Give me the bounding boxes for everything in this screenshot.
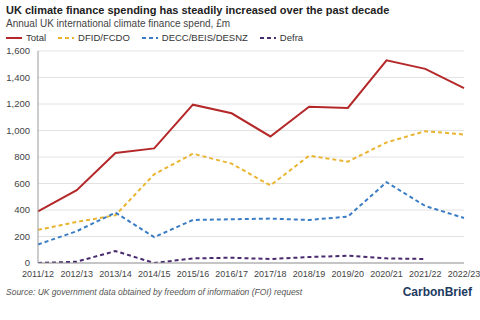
html-text:DFID/FCDO: DFID/FCDO [78,32,130,43]
html-text:UK climate finance spending ha: UK climate finance spending has steadily… [6,4,390,16]
svg-text:2011/12: 2011/12 [22,269,54,279]
svg-text:1,200: 1,200 [8,98,30,109]
svg-text:2017/18: 2017/18 [254,269,287,279]
html-text:Annual UK international climat: Annual UK international climate finance … [6,18,230,29]
html-text:DECC/BEIS/DESNZ: DECC/BEIS/DESNZ [161,32,248,43]
svg-text:200: 200 [14,231,30,242]
svg-text:2022/23: 2022/23 [448,269,472,279]
svg-text:400: 400 [14,204,30,215]
svg-text:2016/17: 2016/17 [215,269,248,279]
svg-text:1,000: 1,000 [8,125,30,136]
svg-text:2021/22: 2021/22 [409,269,442,279]
svg-text:800: 800 [14,151,30,162]
html-text:Total: Total [26,32,47,43]
html-text:CarbonBrief: CarbonBrief [402,285,472,299]
svg-text:2018/19: 2018/19 [293,269,326,279]
svg-text:0: 0 [25,257,30,268]
svg-text:2019/20: 2019/20 [332,269,365,279]
svg-text:2014/15: 2014/15 [138,269,171,279]
svg-text:2020/21: 2020/21 [370,269,403,279]
html-text:Source: UK government data obt: Source: UK government data obtained by f… [6,287,303,297]
html-text:Defra: Defra [279,32,304,43]
svg-text:2015/16: 2015/16 [177,269,210,279]
svg-text:600: 600 [14,178,30,189]
svg-text:1,600: 1,600 [8,45,30,56]
svg-text:1,400: 1,400 [8,72,30,83]
svg-text:2013/14: 2013/14 [99,269,132,279]
svg-text:2012/13: 2012/13 [60,269,93,279]
